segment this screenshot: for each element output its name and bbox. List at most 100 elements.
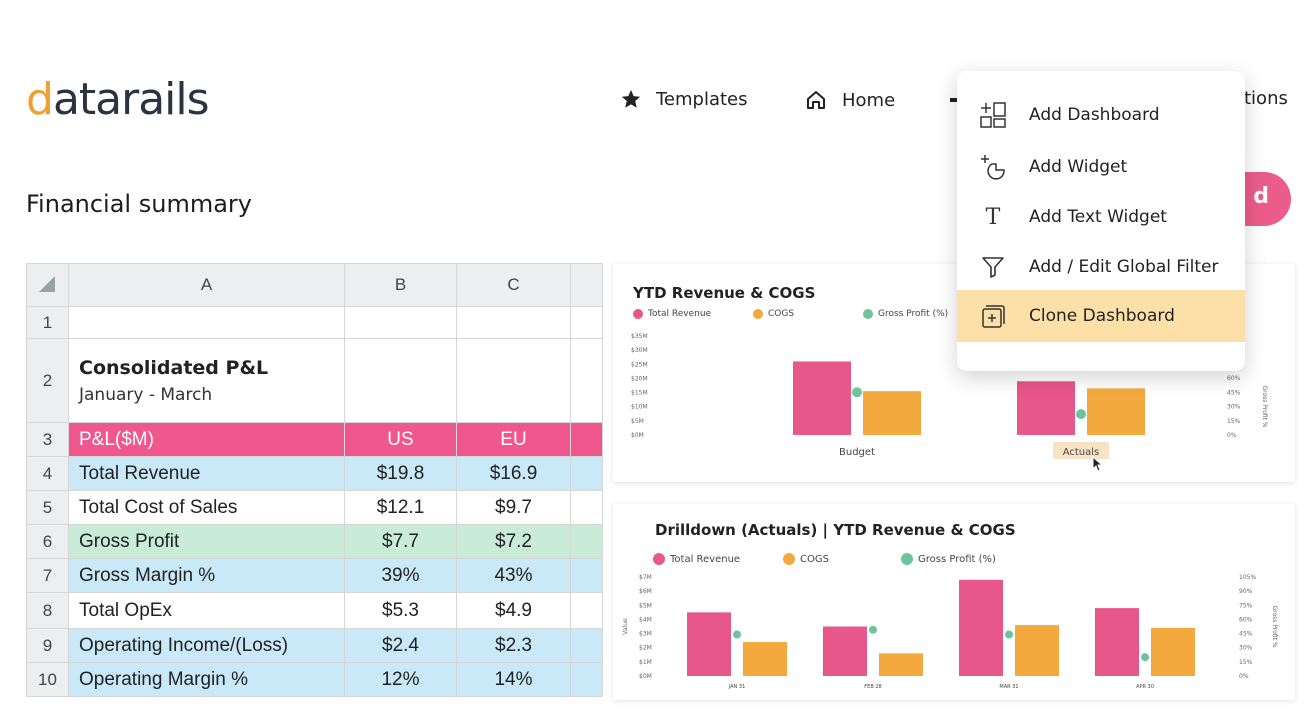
y-right-tick-label: 30% — [1227, 404, 1241, 411]
value-cell[interactable]: 43% — [456, 558, 571, 593]
cell[interactable] — [570, 558, 603, 593]
value-cell[interactable]: $5.3 — [344, 592, 457, 629]
menu-item-label: Add Widget — [1029, 157, 1128, 177]
y-right-tick-label: 45% — [1227, 389, 1241, 396]
row-number[interactable]: 2 — [26, 338, 69, 423]
nav-actions[interactable]: tions — [1244, 88, 1288, 109]
nav-partial-icon[interactable] — [948, 88, 960, 110]
value-cell[interactable]: $2.3 — [456, 628, 571, 663]
row-number[interactable]: 6 — [26, 524, 69, 559]
datarails-logo[interactable]: datarails — [26, 74, 210, 125]
cell[interactable] — [570, 662, 603, 697]
menu-item-add-dashboard[interactable]: Add Dashboard — [957, 89, 1245, 141]
nav-templates[interactable]: Templates — [620, 88, 748, 110]
header-label-cell[interactable]: P&L($M) — [68, 422, 345, 457]
category-highlight — [1053, 442, 1109, 459]
ytd-chart-card[interactable]: YTD Revenue & COGS Total Revenue COGS Gr… — [613, 264, 1295, 482]
sheet-subheading: January - March — [79, 384, 213, 405]
y-tick-label: $5M — [631, 418, 644, 425]
value-cell[interactable]: $4.9 — [456, 592, 571, 629]
col-header-a[interactable]: A — [68, 263, 345, 307]
legend-swatch — [783, 553, 795, 565]
legend-label: Gross Profit (%) — [918, 553, 996, 565]
col-header-d[interactable] — [570, 263, 603, 307]
cell[interactable] — [344, 306, 457, 339]
row-number[interactable]: 8 — [26, 592, 69, 629]
legend-item: COGS — [783, 553, 901, 565]
revenue-bar — [793, 361, 851, 435]
menu-item-global-filter[interactable]: Add / Edit Global Filter — [957, 241, 1245, 293]
select-all-corner[interactable] — [26, 263, 69, 307]
gross-profit-point — [1141, 653, 1149, 662]
text-icon: T — [985, 204, 1001, 230]
value-cell[interactable]: $12.1 — [344, 490, 457, 525]
gross-profit-point — [869, 625, 877, 634]
cell[interactable] — [570, 490, 603, 525]
row-label-cell[interactable]: Gross Margin % — [68, 558, 345, 593]
cell[interactable] — [570, 422, 603, 457]
menu-item-clone-dashboard[interactable]: Clone Dashboard — [957, 290, 1245, 342]
row-label-cell[interactable]: Total Cost of Sales — [68, 490, 345, 525]
legend-item: Total Revenue — [653, 553, 783, 565]
value-cell[interactable]: 39% — [344, 558, 457, 593]
row-label-cell[interactable]: Operating Income/(Loss) — [68, 628, 345, 663]
header-eu-cell[interactable]: EU — [456, 422, 571, 457]
add-dashboard-icon — [979, 101, 1007, 129]
cell[interactable] — [456, 338, 571, 423]
cell[interactable] — [68, 306, 345, 339]
cell[interactable] — [570, 338, 603, 423]
value-cell[interactable]: $7.7 — [344, 524, 457, 559]
cell[interactable] — [570, 456, 603, 491]
value-cell[interactable]: 12% — [344, 662, 457, 697]
y-tick-label: $0M — [639, 673, 652, 680]
y-tick-label: $35M — [631, 333, 648, 340]
cell[interactable] — [570, 592, 603, 629]
legend-label: COGS — [768, 309, 795, 319]
y-right-tick-label: 30% — [1239, 645, 1253, 652]
chart-title: Drilldown (Actuals) | YTD Revenue & COGS — [655, 521, 1016, 539]
col-header-b[interactable]: B — [344, 263, 457, 307]
row-label-cell[interactable]: Total OpEx — [68, 592, 345, 629]
drilldown-chart-card[interactable]: Drilldown (Actuals) | YTD Revenue & COGS… — [613, 504, 1295, 700]
row-number[interactable]: 1 — [26, 306, 69, 339]
nav-home[interactable]: Home — [804, 88, 895, 112]
row-label-cell[interactable]: Gross Profit — [68, 524, 345, 559]
y-tick-label: $10M — [631, 404, 648, 411]
logo-text: atarails — [52, 74, 210, 125]
row-number[interactable]: 4 — [26, 456, 69, 491]
col-header-c[interactable]: C — [456, 263, 571, 307]
row-number[interactable]: 3 — [26, 422, 69, 457]
cell[interactable] — [456, 306, 571, 339]
heading-cell[interactable]: Consolidated P&L January - March — [68, 338, 345, 423]
header-us-cell[interactable]: US — [344, 422, 457, 457]
cell[interactable] — [570, 628, 603, 663]
cogs-bar — [1087, 388, 1145, 435]
row-number[interactable]: 5 — [26, 490, 69, 525]
pnl-spreadsheet[interactable]: A B C 1 2 Consolidated P&L January - Mar… — [26, 263, 603, 697]
revenue-bar — [687, 612, 731, 676]
gross-profit-point — [733, 630, 741, 639]
user-icon — [950, 98, 958, 102]
cell[interactable] — [344, 338, 457, 423]
menu-item-add-widget[interactable]: Add Widget — [957, 141, 1245, 193]
cell[interactable] — [570, 306, 603, 339]
value-cell[interactable]: $16.9 — [456, 456, 571, 491]
row-label-cell[interactable]: Operating Margin % — [68, 662, 345, 697]
legend-label: Total Revenue — [670, 553, 741, 565]
y-right-tick-label: 105% — [1239, 574, 1256, 581]
cell[interactable] — [570, 524, 603, 559]
value-cell[interactable]: $2.4 — [344, 628, 457, 663]
value-cell[interactable]: $19.8 — [344, 456, 457, 491]
value-cell[interactable]: $7.2 — [456, 524, 571, 559]
gross-profit-point — [852, 387, 862, 398]
row-number[interactable]: 7 — [26, 558, 69, 593]
value-cell[interactable]: 14% — [456, 662, 571, 697]
y-right-tick-label: 60% — [1227, 375, 1241, 382]
row-number[interactable]: 9 — [26, 628, 69, 663]
row-label-cell[interactable]: Total Revenue — [68, 456, 345, 491]
add-menu-dropdown[interactable]: Add Dashboard Add Widget T Add Text Widg… — [957, 71, 1245, 371]
value-cell[interactable]: $9.7 — [456, 490, 571, 525]
row-number[interactable]: 10 — [26, 662, 69, 697]
drilldown-chart-svg: $7M $6M $5M $4M $3M $2M $1M $0M 105% 90% 75% 60% 45%… — [622, 574, 1278, 690]
menu-item-add-text-widget[interactable]: T Add Text Widget — [957, 191, 1245, 243]
